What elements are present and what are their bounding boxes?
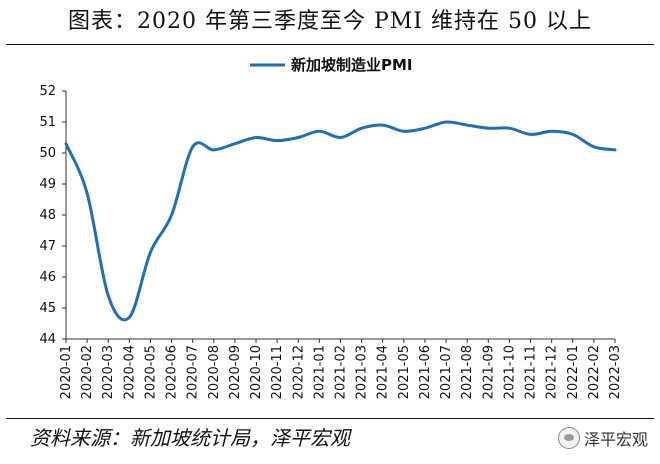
data-point bbox=[106, 294, 110, 298]
x-tick-label: 2021-12 bbox=[545, 345, 560, 399]
data-point bbox=[275, 139, 279, 143]
x-tick-label: 2021-01 bbox=[312, 345, 327, 399]
data-point bbox=[381, 123, 385, 127]
data-point bbox=[317, 129, 321, 133]
data-point bbox=[550, 129, 554, 133]
y-tick-label: 44 bbox=[39, 332, 56, 347]
y-tick-label: 49 bbox=[39, 177, 56, 192]
y-tick-label: 47 bbox=[39, 239, 56, 254]
data-point bbox=[254, 136, 258, 140]
data-point bbox=[465, 123, 469, 127]
x-tick-label: 2022-03 bbox=[608, 345, 623, 399]
data-point bbox=[296, 136, 300, 140]
y-tick-label: 45 bbox=[39, 301, 56, 316]
x-tick-label: 2020-03 bbox=[101, 345, 116, 399]
x-tick-label: 2020-06 bbox=[165, 345, 180, 399]
data-point bbox=[592, 145, 596, 149]
data-point bbox=[571, 132, 575, 136]
x-tick-label: 2021-10 bbox=[502, 345, 517, 399]
y-tick-label: 46 bbox=[39, 270, 56, 285]
x-tick-label: 2020-05 bbox=[143, 345, 158, 399]
x-tick-label: 2020-10 bbox=[249, 345, 264, 399]
data-point bbox=[360, 126, 364, 130]
x-tick-label: 2020-04 bbox=[122, 345, 137, 399]
data-point bbox=[529, 132, 533, 136]
data-point bbox=[339, 136, 343, 140]
y-tick-label: 50 bbox=[39, 146, 56, 161]
title-rule bbox=[6, 44, 654, 45]
data-point bbox=[402, 129, 406, 133]
legend: 新加坡制造业PMI bbox=[250, 56, 413, 74]
x-tick-label: 2021-08 bbox=[460, 345, 475, 399]
x-tick-label: 2020-07 bbox=[186, 345, 201, 399]
data-point bbox=[444, 120, 448, 124]
x-tick-label: 2020-11 bbox=[270, 345, 285, 399]
x-tick-label: 2021-09 bbox=[481, 345, 496, 399]
watermark-text: 泽平宏观 bbox=[583, 430, 648, 449]
x-tick-label: 2020-08 bbox=[207, 345, 222, 399]
y-tick-label: 48 bbox=[39, 208, 56, 223]
watermark: 泽平宏观 bbox=[557, 426, 648, 450]
y-tick-label: 52 bbox=[39, 84, 56, 99]
x-tick-label: 2021-04 bbox=[376, 345, 391, 399]
x-tick-label: 2022-01 bbox=[566, 345, 581, 399]
x-tick-label: 2020-02 bbox=[80, 345, 95, 399]
pmi-line-chart: 新加坡制造业PMI 44 45 46 47 48 49 50 51 52 2020-01 2020… bbox=[39, 56, 623, 399]
x-tick-label: 2021-06 bbox=[418, 345, 433, 399]
data-point bbox=[486, 126, 490, 130]
x-tick-label: 2022-02 bbox=[587, 345, 602, 399]
data-point bbox=[212, 148, 216, 152]
data-point bbox=[233, 142, 237, 146]
x-tick-label: 2021-11 bbox=[524, 345, 539, 399]
y-tick-label: 51 bbox=[39, 115, 56, 130]
data-point bbox=[85, 191, 89, 195]
chart-title: 图表：2020 年第三季度至今 PMI 维持在 50 以上 bbox=[68, 9, 592, 34]
x-tick-label: 2020-09 bbox=[228, 345, 243, 399]
x-tick-label: 2020-01 bbox=[59, 345, 74, 399]
data-point bbox=[191, 145, 195, 149]
wechat-icon bbox=[557, 427, 580, 449]
data-point bbox=[127, 315, 131, 319]
x-tick-label: 2021-05 bbox=[397, 345, 412, 399]
legend-label-series: 新加坡制造业PMI bbox=[291, 56, 413, 74]
data-point bbox=[423, 126, 427, 130]
x-tick-label: 2021-03 bbox=[355, 345, 370, 399]
source-note: 资料来源：新加坡统计局，泽平宏观 bbox=[30, 426, 350, 450]
series-line bbox=[64, 120, 617, 322]
x-tick-label: 2021-07 bbox=[439, 345, 454, 399]
data-point bbox=[64, 142, 68, 146]
x-tick-label: 2021-02 bbox=[334, 345, 349, 399]
data-point bbox=[507, 126, 511, 130]
data-point bbox=[170, 213, 174, 217]
data-point bbox=[148, 250, 152, 254]
data-point bbox=[613, 148, 617, 152]
footer-rule bbox=[6, 418, 654, 419]
x-tick-label: 2020-12 bbox=[291, 345, 306, 399]
